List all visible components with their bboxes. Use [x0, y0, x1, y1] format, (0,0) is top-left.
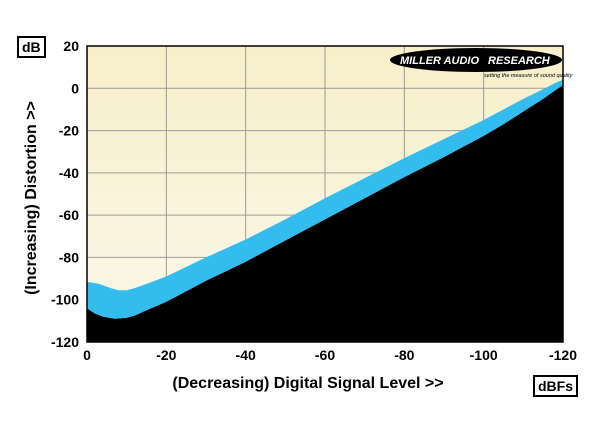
y-tick-label: -20	[59, 123, 79, 139]
x-tick-label: -100	[470, 347, 498, 363]
x-axis-title: (Decreasing) Digital Signal Level >>	[172, 375, 443, 392]
logo-name-right: RESEARCH	[488, 55, 551, 67]
y-tick-label: 0	[71, 80, 79, 96]
x-tick-label: 0	[83, 347, 91, 363]
y-tick-labels: 20 0 -20 -40 -60 -80 -100 -120	[51, 38, 79, 350]
logo-tagline: setting the measure of sound quality	[484, 73, 574, 79]
below-curve-area	[87, 85, 563, 342]
miller-audio-research-logo: MILLER AUDIO RESEARCH setting the measur…	[390, 48, 574, 79]
y-tick-label: -120	[51, 334, 79, 350]
y-tick-label: -40	[59, 165, 79, 181]
x-tick-label: -20	[156, 347, 176, 363]
y-axis-title: (Increasing) Distortion >>	[23, 101, 40, 295]
y-tick-label: -100	[51, 292, 79, 308]
distortion-band	[87, 79, 563, 319]
x-tick-label: -60	[315, 347, 335, 363]
y-unit-label: dB	[17, 36, 46, 58]
x-tick-label: -80	[394, 347, 414, 363]
y-tick-label: -60	[59, 207, 79, 223]
x-tick-label: -40	[236, 347, 256, 363]
x-unit-label: dBFs	[533, 375, 578, 397]
y-tick-label: -80	[59, 249, 79, 265]
x-tick-label: -120	[549, 347, 577, 363]
y-tick-label: 20	[63, 38, 79, 54]
logo-name-left: MILLER AUDIO	[400, 55, 479, 67]
x-tick-labels: 0 -20 -40 -60 -80 -100 -120	[83, 347, 577, 363]
plot-frame	[86, 45, 564, 343]
